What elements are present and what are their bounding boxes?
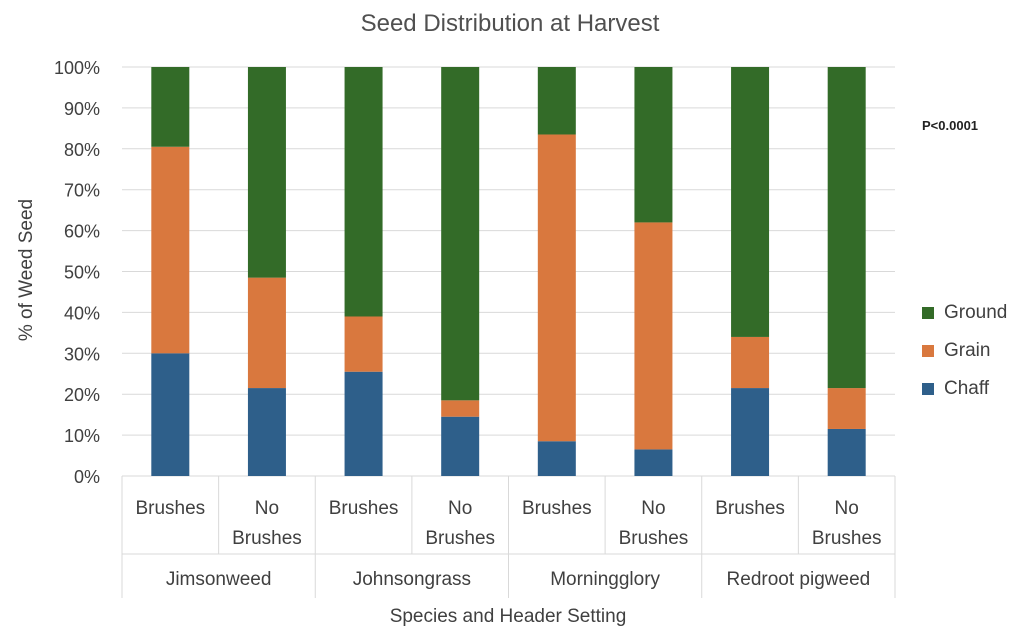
bar-chaff [344,371,383,476]
y-tick-label: 60% [64,222,100,242]
bar-chaff [151,353,190,476]
bar-ground [731,67,770,337]
bar-grain [344,316,383,372]
x-category-label: Brushes [522,498,592,519]
x-category-label: No [448,498,472,519]
legend-swatch [922,307,934,319]
legend-swatch [922,383,934,395]
bar-grain [634,222,673,450]
bar-grain [537,134,576,442]
legend-label: Chaff [944,378,990,399]
legend-label: Ground [944,302,1008,323]
y-tick-label: 70% [64,181,100,201]
legend-item-grain: Grain [922,332,1007,370]
y-tick-label: 100% [54,58,100,78]
bar-grain [151,146,190,354]
bar-chaff [731,388,770,476]
x-category-label: Brushes [812,528,882,549]
bar-ground [827,67,866,389]
y-tick-label: 20% [64,385,100,405]
bar-grain [827,388,866,429]
bar-ground [344,67,383,317]
x-category-label: Brushes [715,498,785,519]
x-group-label: Redroot pigweed [727,569,871,590]
y-tick-label: 80% [64,140,100,160]
x-category-label: Brushes [232,528,302,549]
bar-ground [634,67,673,223]
y-tick-label: 50% [64,263,100,283]
legend: Ground Grain Chaff [922,294,1007,408]
bar-chaff [827,428,866,476]
x-category-label: No [255,498,279,519]
bar-chaff [441,416,480,476]
y-axis-label: % of Weed Seed [16,199,37,341]
y-tick-label: 0% [74,467,100,487]
x-group-label: Johnsongrass [353,569,471,590]
chart-title: Seed Distribution at Harvest [360,10,660,37]
x-axis-label: Species and Header Setting [390,606,627,627]
legend-item-ground: Ground [922,294,1007,332]
legend-swatch [922,345,934,357]
bar-chaff [537,441,576,476]
bar-ground [247,67,286,278]
legend-label: Grain [944,340,991,361]
y-tick-label: 90% [64,99,100,119]
bar-grain [247,277,286,389]
y-tick-label: 40% [64,303,100,323]
y-tick-label: 30% [64,344,100,364]
x-group-label: Jimsonweed [166,569,272,590]
x-category-label: Brushes [619,528,689,549]
y-tick-label: 10% [64,426,100,446]
x-category-label: No [835,498,859,519]
bar-chaff [634,449,673,476]
bar-ground [537,67,576,135]
legend-item-chaff: Chaff [922,370,1007,408]
x-category-label: No [641,498,665,519]
significance-annotation: P<0.0001 [922,118,979,133]
bar-ground [441,67,480,401]
x-group-label: Morningglory [550,569,660,590]
bar-chaff [247,388,286,476]
bar-grain [731,336,770,389]
x-category-label: Brushes [135,498,205,519]
x-category-label: Brushes [425,528,495,549]
bar-grain [441,400,480,417]
bar-ground [151,67,190,147]
x-category-label: Brushes [329,498,399,519]
